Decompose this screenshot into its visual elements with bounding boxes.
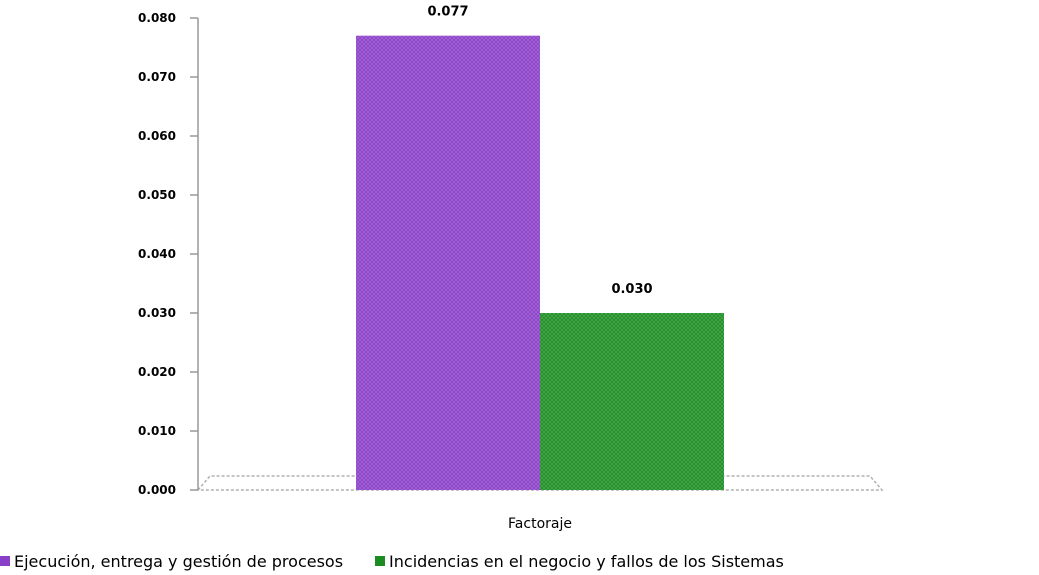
legend-label-ejecucion: Ejecución, entrega y gestión de procesos	[14, 551, 344, 571]
chart-floor	[196, 475, 884, 491]
y-tick-label: 0.020	[138, 365, 176, 379]
bar-chart: 0.000 0.010 0.020 0.030 0.040 0.050 0.060 0.070…	[138, 5, 884, 532]
y-tick-label: 0.040	[138, 247, 176, 261]
legend-item-incidencias: Incidencias en el negocio y fallos de lo…	[375, 552, 784, 571]
y-tick-label: 0.080	[138, 11, 176, 25]
y-tick-label: 0.070	[138, 70, 176, 84]
legend-swatch-incidencias	[375, 556, 386, 566]
data-label-ejecucion: 0.077	[427, 5, 468, 20]
y-tick-label: 0.000	[138, 483, 176, 497]
legend-label-incidencias: Incidencias en el negocio y fallos de lo…	[389, 551, 784, 571]
axis-layer: 0.000 0.010 0.020 0.030 0.040 0.050 0.060 0.070…	[138, 11, 884, 497]
legend-item-ejecucion: Ejecución, entrega y gestión de procesos	[0, 552, 343, 571]
y-tick-label: 0.050	[138, 188, 176, 202]
labels-layer: 0.077 0.030 Factoraje	[427, 5, 652, 532]
bars-layer	[356, 35, 724, 490]
x-category-label: Factoraje	[508, 516, 572, 532]
legend: Ejecución, entrega y gestión de procesos…	[0, 550, 816, 572]
data-label-incidencias: 0.030	[611, 282, 652, 297]
legend-swatch-ejecucion	[0, 556, 10, 566]
y-tick-label: 0.060	[138, 129, 176, 143]
y-tick-label: 0.030	[138, 306, 176, 320]
y-tick-label: 0.010	[138, 424, 176, 438]
